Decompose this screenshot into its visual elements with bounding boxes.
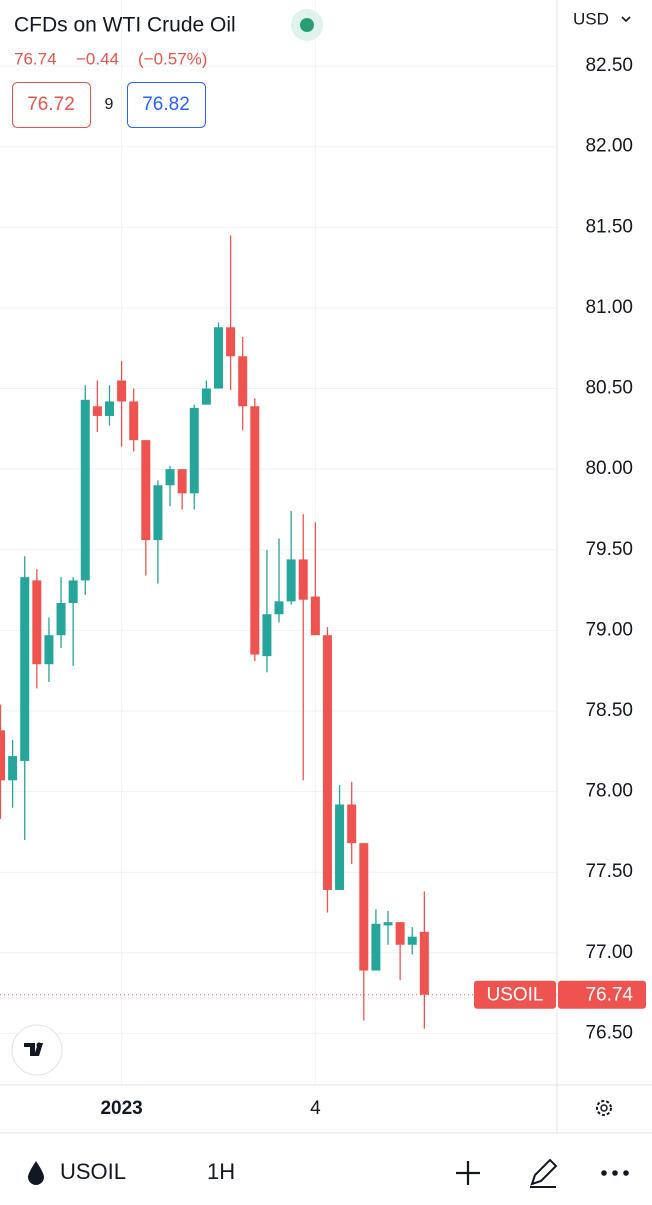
- currency-caret: [621, 16, 631, 23]
- toolbar-interval[interactable]: 1H: [207, 1159, 235, 1184]
- header-change: −0.44: [76, 49, 119, 68]
- candle-body: [407, 936, 417, 945]
- candle-body: [322, 635, 332, 890]
- y-tick-label: 82.50: [585, 55, 633, 76]
- candle-body: [177, 469, 187, 494]
- candle-body: [371, 923, 381, 971]
- ask: 76.82: [142, 94, 190, 115]
- add-icon[interactable]: [456, 1161, 480, 1185]
- y-tick-label: 77.50: [585, 861, 633, 882]
- candle-body: [80, 399, 90, 581]
- price-value-box: [558, 980, 646, 1009]
- header-price: 76.74: [14, 49, 57, 68]
- candle-body: [129, 401, 139, 441]
- candle-body: [92, 406, 102, 416]
- toolbar-symbol[interactable]: USOIL: [60, 1159, 126, 1184]
- currency[interactable]: USD: [573, 9, 609, 28]
- candle-body: [274, 601, 284, 615]
- header-change-pct: (−0.57%): [138, 49, 207, 68]
- candle-body: [68, 580, 78, 603]
- candle-body: [298, 559, 308, 600]
- bid-box[interactable]: [12, 82, 91, 128]
- x-tick-label: 2023: [100, 1098, 142, 1119]
- logo-mark: [36, 1042, 42, 1048]
- candle-body: [238, 356, 248, 407]
- spread: 9: [105, 96, 114, 113]
- y-tick-label: 78.50: [585, 700, 633, 721]
- y-tick-label: 79.00: [585, 619, 633, 640]
- ask-box[interactable]: [127, 82, 206, 128]
- settings-icon: [600, 1104, 608, 1112]
- y-tick-label: 81.50: [585, 216, 633, 237]
- price-name: USOIL: [486, 985, 543, 1006]
- settings-icon[interactable]: [596, 1100, 612, 1116]
- candle-body: [141, 440, 151, 541]
- candle-body: [165, 469, 175, 486]
- candle-body: [347, 804, 357, 844]
- symbol-icon: [28, 1161, 44, 1185]
- y-tick-label: 80.00: [585, 458, 633, 479]
- y-tick-label: 80.50: [585, 378, 633, 399]
- candle-body: [383, 922, 393, 926]
- candle-body: [189, 407, 199, 494]
- candle-body: [213, 327, 223, 389]
- y-tick-label: 76.50: [585, 1022, 633, 1043]
- candle-body: [250, 406, 260, 655]
- candle-body: [201, 388, 211, 405]
- bid: 76.72: [27, 94, 75, 115]
- status-dot: [300, 18, 314, 32]
- price-name-box: [474, 980, 556, 1009]
- candle-body: [0, 730, 5, 781]
- y-tick-label: 81.00: [585, 297, 633, 318]
- candle-body: [8, 756, 18, 781]
- candle-body: [56, 602, 66, 636]
- candle-body: [32, 580, 42, 665]
- candle-body: [117, 380, 127, 402]
- candle-body: [419, 931, 429, 995]
- candle-body: [44, 635, 54, 665]
- y-tick-label: 77.00: [585, 942, 633, 963]
- candle-body: [226, 327, 236, 357]
- x-tick-label: 4: [310, 1098, 321, 1119]
- candle-body: [262, 614, 272, 657]
- candle-body: [335, 804, 345, 890]
- y-tick-label: 82.00: [585, 136, 633, 157]
- candle-body: [153, 485, 163, 541]
- price-value: 76.74: [585, 985, 633, 1006]
- candle-body: [104, 401, 114, 416]
- candle-body: [310, 596, 320, 636]
- y-tick-label: 79.50: [585, 539, 633, 560]
- y-tick-label: 78.00: [585, 781, 633, 802]
- symbol-title: CFDs on WTI Crude Oil: [14, 14, 236, 37]
- draw-icon[interactable]: [530, 1158, 558, 1188]
- candle-body: [286, 559, 296, 602]
- candle-body: [20, 577, 30, 761]
- candle-body: [359, 843, 369, 971]
- more-icon[interactable]: [601, 1170, 629, 1176]
- candle-body: [395, 922, 405, 945]
